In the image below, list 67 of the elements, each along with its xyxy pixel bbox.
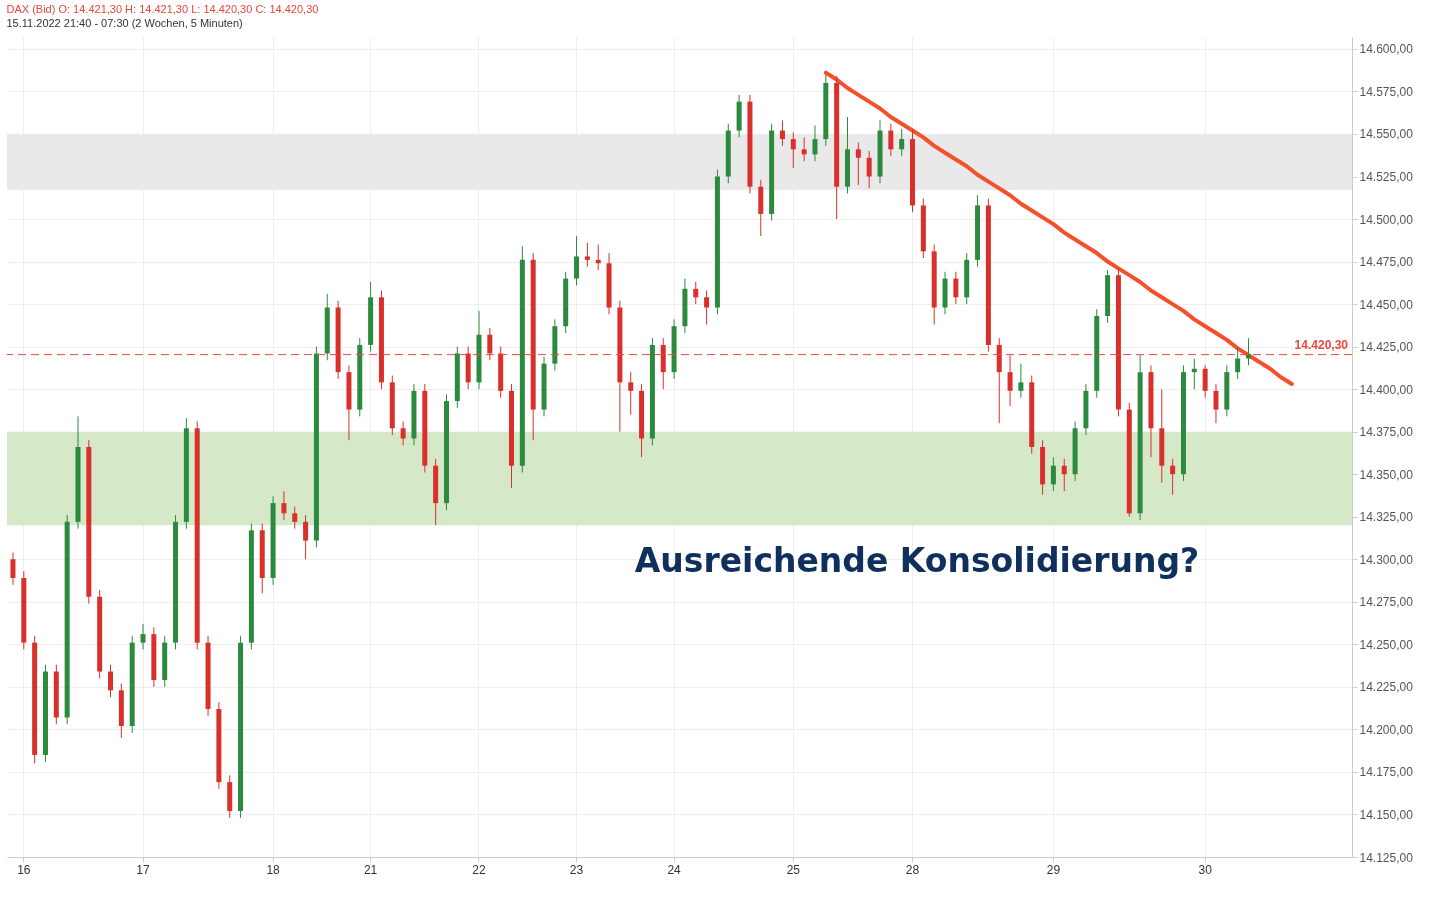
y-tick-label: 14.550,00 — [1359, 127, 1414, 142]
x-tick-label: 16 — [17, 862, 31, 877]
chart-title: DAX (Bid) O: 14.421,30 H: 14.421,30 L: 14.420,30 C: 14.420,30 — [6, 3, 319, 15]
y-tick-label: 14.250,00 — [1359, 637, 1414, 652]
candlestick — [855, 141, 861, 186]
candlestick — [812, 124, 818, 162]
candlestick — [779, 119, 785, 147]
x-tick-label: 30 — [1198, 862, 1213, 877]
candlestick — [866, 150, 872, 189]
x-tick-label: 21 — [363, 862, 378, 877]
candlestick — [801, 136, 807, 162]
y-tick-label: 14.600,00 — [1359, 42, 1414, 57]
candlestick — [693, 281, 699, 305]
y-tick-label: 14.575,00 — [1359, 84, 1414, 99]
candlestick — [1061, 458, 1067, 492]
y-tick-label: 14.225,00 — [1359, 680, 1414, 695]
candlestick — [487, 327, 493, 361]
x-tick-label: 17 — [136, 862, 151, 877]
y-tick-label: 14.350,00 — [1359, 467, 1414, 482]
y-tick-label: 14.200,00 — [1359, 722, 1414, 737]
candlestick — [628, 371, 634, 416]
y-tick-label: 14.375,00 — [1359, 425, 1414, 440]
y-tick-label: 14.525,00 — [1359, 170, 1414, 184]
candlestick — [1235, 346, 1241, 380]
x-tick-label: 29 — [1046, 862, 1061, 877]
x-tick-label: 28 — [905, 862, 920, 877]
candlestick — [140, 623, 146, 650]
x-tick-label: 24 — [667, 862, 682, 877]
x-tick-label: 18 — [266, 862, 281, 877]
y-tick-label: 14.500,00 — [1359, 212, 1414, 227]
candlestick — [704, 289, 710, 326]
candlestick — [1213, 383, 1219, 424]
candlestick — [574, 235, 580, 286]
y-tick-label: 14.425,00 — [1359, 340, 1414, 355]
candlestick — [953, 271, 959, 305]
x-tick-label: 22 — [472, 862, 486, 877]
candlestick — [1202, 364, 1208, 399]
candlestick — [1170, 458, 1176, 496]
y-tick-label: 14.400,00 — [1359, 382, 1414, 397]
candlestick — [1246, 337, 1251, 366]
candlestick — [899, 128, 905, 157]
y-tick-label: 14.150,00 — [1359, 807, 1414, 822]
x-tick-label: 23 — [569, 862, 584, 877]
candlestick — [1050, 456, 1056, 492]
y-tick-label: 14.450,00 — [1359, 297, 1414, 312]
y-tick-label: 14.125,00 — [1359, 850, 1414, 865]
ref-line-label: 14.420,30 — [1294, 337, 1349, 352]
candlestick — [888, 123, 894, 157]
candlestick — [10, 551, 16, 586]
y-tick-label: 14.175,00 — [1359, 765, 1414, 780]
candlestick — [292, 506, 298, 530]
candlestick — [303, 514, 309, 560]
candlestick — [584, 242, 590, 268]
x-tick-label: 25 — [786, 862, 801, 877]
candlestick — [1018, 363, 1024, 399]
y-tick-label: 14.275,00 — [1359, 595, 1414, 610]
chart-subtitle: 15.11.2022 21:40 - 07:30 (2 Wochen, 5 Minuten) — [6, 17, 243, 29]
candlestick — [281, 490, 287, 521]
candlestick — [400, 420, 406, 446]
candlestick — [790, 131, 796, 169]
line-series — [823, 70, 1294, 387]
y-tick-label: 14.325,00 — [1359, 510, 1414, 525]
annotation: Ausreichende Konsolidierung? — [634, 541, 1200, 580]
candlestick — [1007, 354, 1013, 407]
y-tick-label: 14.475,00 — [1359, 255, 1414, 270]
y-tick-label: 14.300,00 — [1359, 552, 1414, 567]
candlestick — [108, 664, 113, 698]
